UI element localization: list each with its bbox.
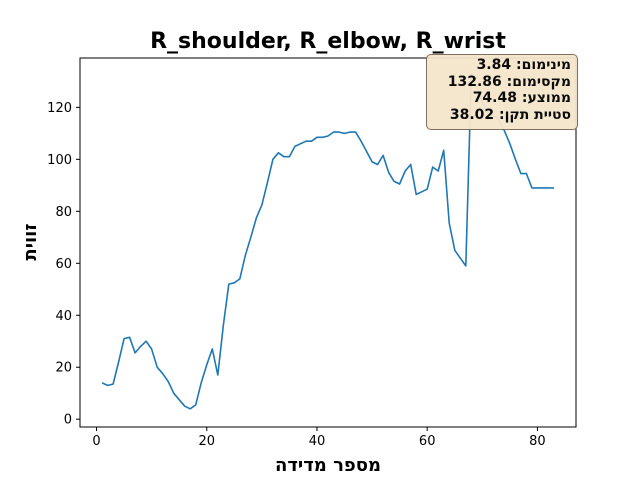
axis-ticks: 0 20 40 60 80 0 20 40 60 80 100 120 (47, 101, 546, 449)
y-tick-label: 80 (55, 205, 72, 220)
y-tick-label: 100 (47, 153, 72, 168)
x-tick-label: 40 (309, 434, 326, 449)
x-tick-label: 0 (92, 434, 100, 449)
stats-std: סטיית תקן: 38.02 (449, 106, 571, 123)
chart-title: R_shoulder, R_elbow, R_wrist (150, 29, 506, 54)
y-tick-label: 120 (47, 101, 72, 116)
y-tick-label: 40 (55, 309, 72, 324)
y-axis-label: זווית (20, 223, 41, 260)
stats-max: מקסימום: 132.86 (447, 73, 571, 90)
x-axis-label: מספר מדידה (275, 455, 381, 476)
x-tick-label: 60 (419, 434, 436, 449)
y-tick-label: 0 (64, 413, 72, 428)
plot-frame (79, 57, 577, 428)
x-tick-label: 20 (198, 434, 215, 449)
stats-mean: ממוצע: 74.48 (472, 90, 571, 106)
x-tick-label: 80 (529, 434, 546, 449)
stats-box: מינימום: 3.84 מקסימום: 132.86 ממוצע: 74.… (426, 54, 578, 130)
stats-min: מינימום: 3.84 (476, 57, 571, 73)
y-tick-label: 60 (55, 257, 72, 272)
y-tick-label: 20 (55, 361, 72, 376)
